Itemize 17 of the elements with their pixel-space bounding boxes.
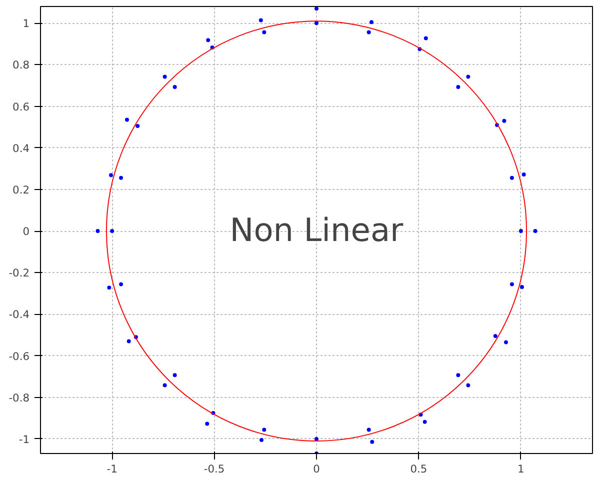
y-tick-label: 0.8 <box>12 58 30 72</box>
y-tick-label: -0.6 <box>8 350 30 363</box>
y-tick-label: -1 <box>18 432 30 446</box>
y-tick-label: 0.2 <box>12 183 30 196</box>
x-tick-label: 0.5 <box>410 462 428 476</box>
y-tick-label: 0 <box>22 225 30 238</box>
y-tick-label: 0.4 <box>12 142 30 155</box>
x-tick-label: -1 <box>106 462 118 476</box>
x-tick-label: 0 <box>313 462 320 476</box>
annotation: Non Linear <box>230 211 404 249</box>
x-tick-label: 1 <box>518 462 524 476</box>
y-tick-label: -0.8 <box>8 391 30 404</box>
y-tick-label: -0.4 <box>8 308 30 322</box>
y-tick-label: 1 <box>22 17 30 30</box>
y-tick-label: -0.2 <box>8 266 30 280</box>
y-tick-label: 0.6 <box>12 100 30 114</box>
x-tick-label: -0.5 <box>204 462 225 476</box>
